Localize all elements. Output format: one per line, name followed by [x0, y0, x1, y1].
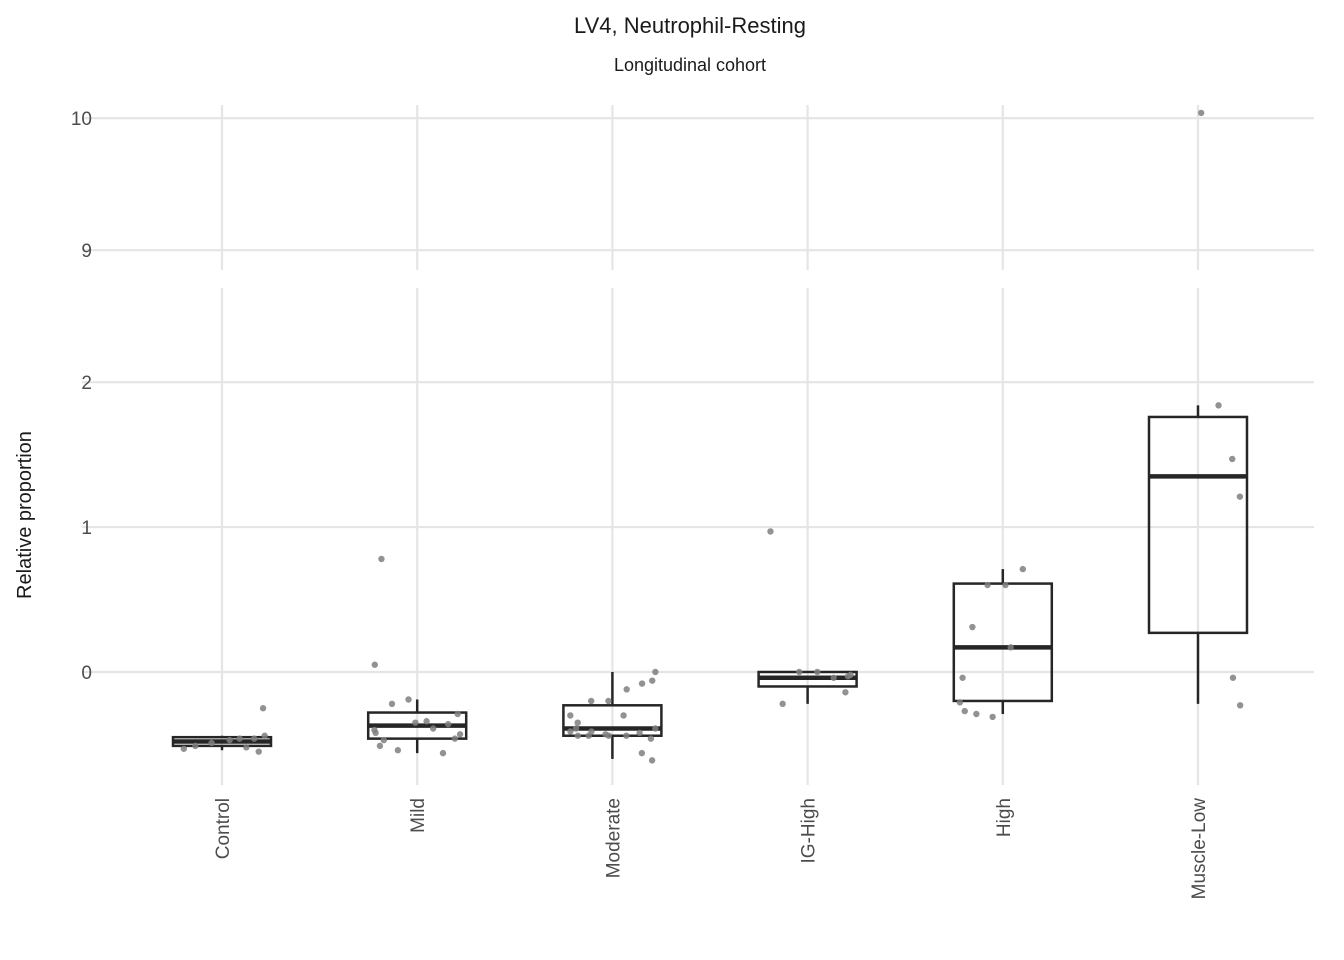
- upper-panel: 9 10: [71, 105, 1314, 270]
- data-point: [623, 732, 630, 739]
- data-point: [405, 696, 412, 703]
- data-point: [429, 725, 437, 732]
- y-tick-label: 0: [81, 663, 92, 684]
- data-point: [208, 739, 215, 747]
- data-point: [388, 700, 396, 708]
- data-point: [226, 736, 233, 744]
- data-point: [585, 732, 592, 739]
- data-point: [961, 707, 968, 715]
- data-point: [251, 735, 258, 742]
- x-tick-label: IG-High: [799, 798, 820, 863]
- box-iqr: [562, 704, 663, 737]
- data-point: [844, 673, 852, 680]
- data-point: [973, 710, 980, 718]
- y-tick-label: 9: [81, 241, 92, 262]
- data-point: [587, 697, 595, 705]
- data-point: [1236, 493, 1244, 500]
- data-point: [376, 742, 384, 750]
- y-tick-label: 2: [81, 373, 92, 394]
- data-point: [371, 726, 378, 734]
- data-point: [842, 689, 849, 696]
- data-point: [574, 719, 581, 726]
- x-tick-label: High: [994, 798, 1015, 837]
- data-point: [638, 680, 646, 687]
- data-point: [180, 745, 188, 752]
- y-tick-label: 10: [71, 109, 92, 130]
- data-point: [1236, 702, 1244, 709]
- data-point: [620, 712, 627, 719]
- data-point: [394, 747, 402, 754]
- data-point: [638, 749, 646, 757]
- data-point: [261, 732, 268, 739]
- data-point: [652, 668, 659, 676]
- data-point: [1002, 581, 1009, 589]
- data-point: [371, 661, 378, 668]
- data-point: [984, 581, 991, 589]
- data-point: [647, 735, 655, 742]
- data-point: [814, 668, 821, 676]
- data-point: [456, 731, 464, 738]
- y-tick-label: 1: [81, 518, 92, 539]
- data-point: [830, 674, 837, 681]
- data-point: [574, 732, 582, 739]
- data-point: [959, 674, 966, 681]
- data-point: [605, 697, 612, 705]
- data-point: [1197, 109, 1205, 117]
- chart-subtitle: Longitudinal cohort: [614, 55, 766, 75]
- data-point: [1007, 644, 1014, 651]
- data-point: [423, 718, 430, 725]
- x-tick-label: Moderate: [603, 798, 624, 878]
- data-point: [192, 742, 199, 750]
- boxplot-ig-high: [757, 670, 858, 704]
- lower-panel: 0 1 2: [81, 288, 1314, 785]
- data-point: [652, 725, 659, 732]
- boxplot-moderate: [562, 671, 663, 759]
- data-point: [648, 757, 656, 764]
- data-point: [243, 744, 250, 751]
- y-axis-label: Relative proportion: [14, 431, 36, 599]
- data-point: [796, 668, 803, 676]
- data-point: [1229, 674, 1237, 681]
- data-point: [378, 555, 385, 563]
- data-point: [572, 725, 580, 732]
- data-point: [451, 735, 459, 742]
- data-point: [567, 712, 574, 719]
- data-point: [454, 710, 461, 718]
- x-axis-ticks: Control Mild Moderate IG-High High Muscle-Low: [213, 798, 1210, 900]
- data-point: [444, 720, 452, 728]
- boxplot-muscle-low: [1147, 405, 1249, 704]
- data-point: [567, 728, 574, 735]
- data-point: [236, 735, 243, 742]
- data-point: [255, 748, 262, 755]
- box-iqr: [1147, 415, 1249, 635]
- chart-title: LV4, Neutrophil-Resting: [574, 13, 806, 38]
- x-tick-label: Muscle-Low: [1189, 798, 1210, 900]
- data-point: [649, 677, 656, 684]
- data-point: [636, 729, 643, 737]
- data-point: [412, 719, 419, 726]
- data-point: [1215, 402, 1222, 409]
- data-point: [969, 623, 976, 631]
- data-point: [1019, 565, 1027, 573]
- data-point: [380, 736, 388, 744]
- data-point: [779, 700, 786, 708]
- data-point: [767, 528, 774, 535]
- data-point: [989, 713, 996, 721]
- x-tick-label: Control: [213, 798, 234, 859]
- x-tick-label: Mild: [408, 798, 429, 833]
- data-point: [623, 686, 630, 693]
- data-point: [956, 699, 964, 706]
- data-point: [1229, 455, 1236, 463]
- data-point: [259, 705, 267, 712]
- data-point: [602, 731, 609, 738]
- data-point: [439, 749, 447, 757]
